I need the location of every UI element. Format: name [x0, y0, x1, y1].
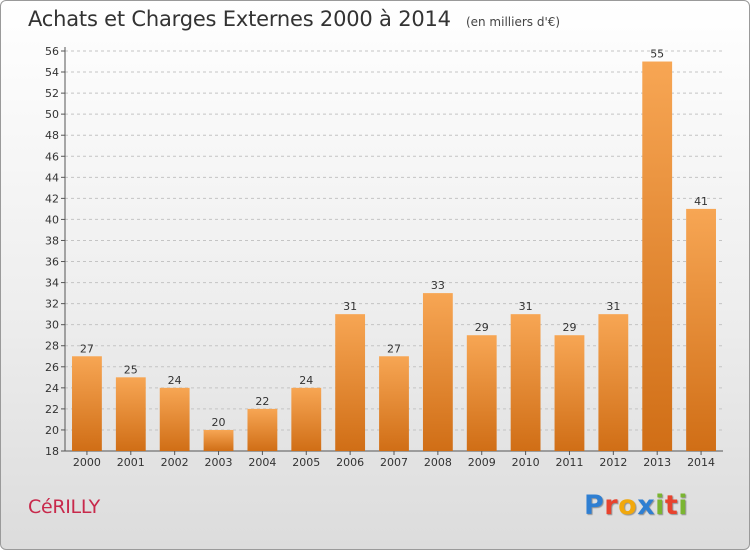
- x-tick-label: 2004: [248, 456, 276, 469]
- bar-2004: [247, 408, 278, 451]
- logo-letter: r: [604, 490, 619, 521]
- y-tick-label: 28: [45, 340, 59, 353]
- y-tick-label: 20: [45, 424, 59, 437]
- data-label: 27: [387, 342, 401, 355]
- x-tick-label: 2013: [643, 456, 671, 469]
- bar-2012: [598, 314, 629, 451]
- x-tick-label: 2007: [380, 456, 408, 469]
- logo-letter: t: [664, 490, 679, 521]
- y-tick-label: 52: [45, 87, 59, 100]
- bar-2001: [115, 377, 146, 451]
- x-tick-label: 2014: [687, 456, 715, 469]
- bar-2007: [379, 356, 409, 451]
- y-tick-label: 18: [45, 445, 59, 458]
- data-label: 33: [431, 279, 445, 292]
- title-row: Achats et Charges Externes 2000 à 2014 (…: [28, 7, 560, 31]
- y-tick-label: 56: [45, 45, 59, 58]
- bars: [72, 61, 716, 452]
- data-label: 31: [606, 300, 620, 313]
- logo-letter: i: [655, 490, 665, 521]
- y-tick-label: 30: [45, 319, 59, 332]
- y-tick-label: 46: [45, 150, 59, 163]
- y-tick-label: 22: [45, 403, 59, 416]
- y-tick-label: 50: [45, 108, 59, 121]
- data-label: 55: [650, 48, 664, 61]
- data-label: 29: [475, 321, 489, 334]
- data-label: 24: [168, 374, 182, 387]
- y-tick-label: 24: [45, 382, 59, 395]
- data-label: 20: [212, 416, 226, 429]
- y-tick-label: 26: [45, 361, 59, 374]
- x-tick-label: 2012: [599, 456, 627, 469]
- bar-2014: [686, 208, 716, 451]
- bar-2008: [422, 293, 453, 451]
- bar-2006: [335, 314, 366, 451]
- x-tick-label: 2000: [73, 456, 101, 469]
- x-tick-label: 2008: [424, 456, 452, 469]
- data-label: 31: [519, 300, 533, 313]
- place-name: CéRILLY: [28, 496, 100, 518]
- data-label: 29: [562, 321, 576, 334]
- data-label: 27: [80, 342, 94, 355]
- x-tick-label: 2010: [512, 456, 540, 469]
- bar-2003: [203, 429, 234, 451]
- y-tick-label: 54: [45, 66, 59, 79]
- data-label: 22: [255, 395, 269, 408]
- bar-2009: [466, 335, 497, 451]
- x-tick-label: 2009: [468, 456, 496, 469]
- data-labels: 27 25 24 20 22 24 31 27 33 29 31 29 31 55 41: [80, 48, 708, 429]
- data-label: 41: [694, 195, 708, 208]
- x-tick-label: 2003: [205, 456, 233, 469]
- y-tick-label: 36: [45, 256, 59, 269]
- data-label: 31: [343, 300, 357, 313]
- x-tick-label: 2011: [555, 456, 583, 469]
- y-tick-label: 34: [45, 277, 59, 290]
- data-label: 25: [124, 363, 138, 376]
- x-tick-label: 2005: [292, 456, 320, 469]
- bar-2002: [159, 387, 190, 451]
- logo-letter: x: [637, 490, 656, 521]
- bar-2005: [291, 387, 322, 451]
- y-tick-label: 48: [45, 129, 59, 142]
- bar-2013: [642, 61, 673, 452]
- x-tick-label: 2002: [161, 456, 189, 469]
- y-tick-label: 40: [45, 213, 59, 226]
- y-tick-label: 32: [45, 298, 59, 311]
- logo-letter: i: [678, 490, 689, 521]
- logo-letter: P: [584, 490, 605, 521]
- y-tick-label: 42: [45, 192, 59, 205]
- bar-2000: [72, 356, 102, 451]
- chart-title: Achats et Charges Externes 2000 à 2014: [28, 7, 451, 31]
- bar-2011: [554, 335, 585, 451]
- chart-subtitle: (en milliers d'€): [465, 15, 561, 29]
- x-tick-label: 2006: [336, 456, 364, 469]
- data-label: 24: [299, 374, 313, 387]
- logo-letter: o: [618, 490, 638, 521]
- proxiti-logo: Proxiti: [584, 490, 688, 521]
- y-tick-label: 44: [45, 171, 59, 184]
- x-tick-label: 2001: [117, 456, 145, 469]
- y-tick-label: 38: [45, 234, 59, 247]
- bar-2010: [510, 314, 541, 451]
